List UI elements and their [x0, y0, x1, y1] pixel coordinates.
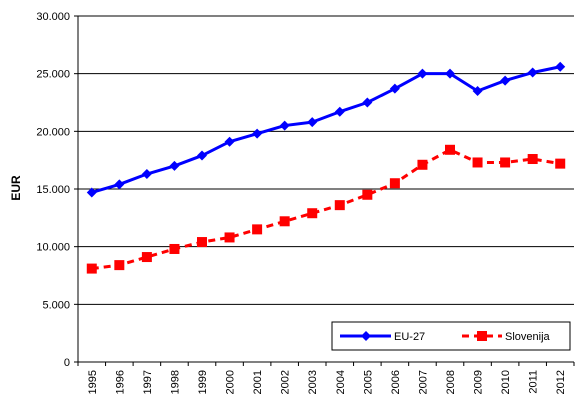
data-point: [141, 252, 152, 263]
series-line: [91, 65, 561, 194]
x-tick-label: 2001: [252, 370, 264, 394]
y-tick-label: 0: [64, 357, 70, 369]
y-tick-label: 30.000: [36, 11, 70, 23]
x-tick-label: 2004: [335, 370, 347, 394]
data-point: [417, 68, 428, 79]
series-line: [91, 148, 561, 271]
x-tick-label: 2000: [225, 370, 237, 394]
x-tick-label: 2005: [362, 370, 374, 394]
x-tick-labels: 1995 1996 1997 1998 1999 2000 2001 2002 2003 2004…: [87, 370, 567, 394]
data-point: [334, 106, 345, 117]
data-point: [389, 178, 400, 189]
x-tick-label: 2008: [445, 370, 457, 394]
x-tick-label: 1997: [142, 370, 154, 394]
y-axis-title: EUR: [9, 175, 23, 201]
data-point: [197, 150, 207, 161]
data-point: [527, 67, 538, 78]
data-point: [169, 243, 180, 254]
y-tick-label: 15.000: [36, 184, 70, 196]
data-point: [445, 68, 455, 79]
data-point: [362, 189, 373, 200]
x-tick-label: 1995: [87, 370, 99, 394]
x-tick-label: 2010: [500, 370, 512, 394]
grid-lines: [78, 15, 574, 305]
x-tick-label: 1999: [197, 370, 209, 394]
data-point: [114, 260, 125, 271]
data-point: [224, 232, 235, 243]
data-point: [500, 157, 511, 168]
legend-marker-eu27: [361, 331, 371, 341]
data-point: [279, 120, 290, 131]
data-point: [197, 237, 207, 248]
data-point: [500, 75, 511, 86]
data-point: [86, 263, 97, 274]
legend-item-slovenija: Slovenija: [462, 331, 551, 343]
y-tick-label: 5.000: [42, 299, 70, 311]
series-eu27: [86, 61, 566, 198]
series-slovenija: [86, 144, 566, 274]
legend-label-eu27: EU-27: [394, 331, 425, 343]
data-point: [472, 85, 483, 96]
legend-marker-slovenija: [477, 331, 487, 341]
data-point: [362, 97, 373, 108]
x-tick-label: 2007: [417, 370, 429, 394]
data-point: [224, 136, 235, 147]
legend: EU-27 Slovenija: [331, 321, 571, 351]
data-point: [307, 208, 318, 219]
data-point: [141, 169, 152, 180]
data-point: [279, 216, 290, 227]
data-point: [86, 187, 97, 198]
series-layer: [86, 61, 566, 274]
x-tick-label: 2002: [280, 370, 292, 394]
x-tick-label: 2003: [307, 370, 319, 394]
legend-label-slovenija: Slovenija: [505, 331, 551, 343]
y-tick-label: 10.000: [36, 242, 70, 254]
x-tick-label: 2011: [528, 370, 540, 394]
data-point: [527, 154, 538, 165]
y-tick-labels: 0 5.000 10.000 15.000 20.000 25.000 30.000: [36, 11, 70, 369]
data-point: [555, 158, 566, 169]
x-tick-label: 2006: [390, 370, 402, 394]
x-tick-label: 1998: [169, 370, 181, 394]
y-tick-label: 20.000: [36, 126, 70, 138]
data-point: [445, 144, 455, 155]
axes: [74, 15, 575, 366]
data-point: [307, 117, 318, 128]
x-tick-label: 1996: [114, 370, 126, 394]
data-point: [114, 179, 125, 190]
legend-item-eu27: EU-27: [340, 331, 425, 343]
x-tick-label: 2009: [473, 370, 485, 394]
data-point: [252, 128, 263, 139]
data-point: [417, 159, 428, 170]
data-point: [252, 224, 263, 235]
y-tick-label: 25.000: [36, 69, 70, 81]
data-point: [169, 160, 180, 171]
data-point: [472, 157, 483, 168]
data-point: [334, 200, 345, 211]
x-tick-label: 2012: [555, 370, 567, 394]
data-point: [389, 83, 400, 94]
data-point: [555, 61, 566, 72]
